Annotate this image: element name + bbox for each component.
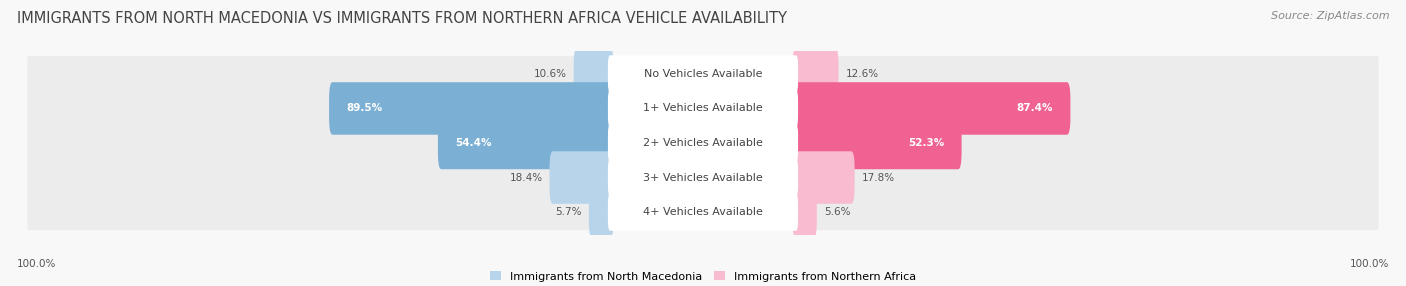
Text: 3+ Vehicles Available: 3+ Vehicles Available [643, 172, 763, 182]
FancyBboxPatch shape [793, 82, 1070, 135]
FancyBboxPatch shape [550, 151, 613, 204]
FancyBboxPatch shape [793, 48, 838, 100]
FancyBboxPatch shape [589, 186, 613, 238]
Text: 4+ Vehicles Available: 4+ Vehicles Available [643, 207, 763, 217]
Text: 89.5%: 89.5% [346, 104, 382, 114]
FancyBboxPatch shape [607, 55, 799, 93]
Text: No Vehicles Available: No Vehicles Available [644, 69, 762, 79]
Text: Source: ZipAtlas.com: Source: ZipAtlas.com [1271, 11, 1389, 21]
FancyBboxPatch shape [28, 90, 1378, 126]
Text: 54.4%: 54.4% [456, 138, 492, 148]
FancyBboxPatch shape [607, 90, 799, 127]
FancyBboxPatch shape [574, 48, 613, 100]
Text: 100.0%: 100.0% [1350, 259, 1389, 269]
FancyBboxPatch shape [28, 56, 1378, 92]
FancyBboxPatch shape [329, 82, 613, 135]
FancyBboxPatch shape [437, 117, 613, 169]
Text: 18.4%: 18.4% [509, 172, 543, 182]
Text: 17.8%: 17.8% [862, 172, 894, 182]
Text: 5.7%: 5.7% [555, 207, 582, 217]
FancyBboxPatch shape [28, 125, 1378, 161]
Text: IMMIGRANTS FROM NORTH MACEDONIA VS IMMIGRANTS FROM NORTHERN AFRICA VEHICLE AVAIL: IMMIGRANTS FROM NORTH MACEDONIA VS IMMIG… [17, 11, 787, 26]
FancyBboxPatch shape [607, 159, 799, 196]
Text: 52.3%: 52.3% [908, 138, 945, 148]
FancyBboxPatch shape [607, 193, 799, 231]
Text: 10.6%: 10.6% [534, 69, 567, 79]
FancyBboxPatch shape [793, 151, 855, 204]
Text: 100.0%: 100.0% [17, 259, 56, 269]
FancyBboxPatch shape [28, 194, 1378, 230]
Legend: Immigrants from North Macedonia, Immigrants from Northern Africa: Immigrants from North Macedonia, Immigra… [486, 267, 920, 286]
Text: 87.4%: 87.4% [1017, 104, 1053, 114]
FancyBboxPatch shape [793, 117, 962, 169]
Text: 1+ Vehicles Available: 1+ Vehicles Available [643, 104, 763, 114]
FancyBboxPatch shape [793, 186, 817, 238]
FancyBboxPatch shape [28, 160, 1378, 196]
Text: 2+ Vehicles Available: 2+ Vehicles Available [643, 138, 763, 148]
FancyBboxPatch shape [607, 124, 799, 162]
Text: 12.6%: 12.6% [845, 69, 879, 79]
Text: 5.6%: 5.6% [824, 207, 851, 217]
